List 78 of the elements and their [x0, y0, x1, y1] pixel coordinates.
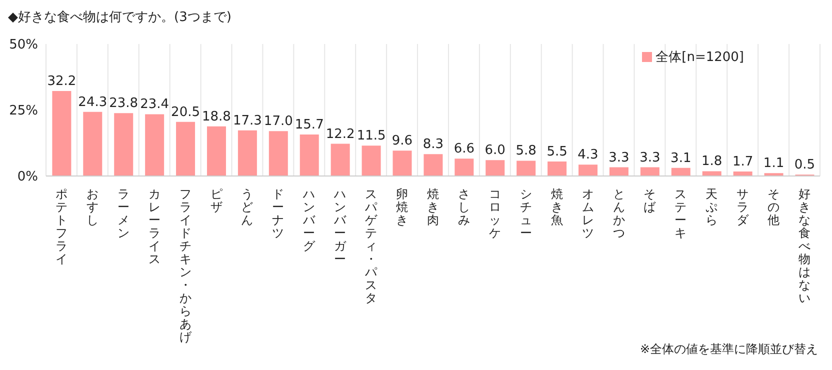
x-tick-label: オムレツ [582, 187, 594, 240]
x-tick-label: そば [644, 187, 657, 214]
x-tick-label: おすし [86, 187, 98, 227]
y-tick-label: 0% [17, 170, 38, 185]
bar [486, 160, 505, 176]
bar [268, 131, 288, 176]
bar [145, 114, 164, 176]
x-tick-label: ラーメン [117, 187, 130, 240]
bar [206, 126, 226, 176]
data-label: 24.3 [78, 94, 108, 110]
data-label: 0.5 [794, 158, 816, 173]
data-label: 11.5 [356, 128, 386, 144]
bar [83, 112, 102, 176]
data-label: 17.0 [264, 114, 293, 130]
x-tick-label: さしみ [458, 187, 470, 227]
data-label: 20.5 [171, 104, 200, 120]
x-tick-label: その他 [768, 187, 780, 227]
x-tick-label: 焼き肉 [427, 187, 439, 227]
data-label: 17.3 [232, 113, 262, 128]
bar [702, 171, 722, 176]
x-tick-label: ピザ [210, 187, 222, 214]
data-label: 5.5 [546, 144, 568, 160]
chart-title: ◆好きな食べ物は何ですか。(3つまで) [8, 9, 232, 26]
x-tick-label: コロッケ [488, 187, 501, 240]
data-label: 9.6 [392, 134, 413, 149]
x-tick-label: ポテトフライ [55, 187, 68, 266]
data-label: 3.3 [640, 150, 660, 166]
category-label: 好きな食べ物はない [798, 187, 811, 305]
bar [578, 164, 598, 176]
data-label: 6.6 [454, 142, 475, 157]
text: ※全体の値を基準に降順並び替え [640, 341, 818, 358]
x-tick-label: 卵焼き [396, 187, 408, 227]
data-label: 18.8 [202, 109, 231, 124]
x-tick-label: ステーキ [674, 187, 687, 240]
bar [424, 154, 443, 176]
bar [516, 160, 536, 176]
data-label: 1.7 [732, 154, 754, 170]
bar [114, 113, 134, 176]
x-tick-label: ドーナツ [272, 187, 284, 240]
x-tick-label: 天ぷら [706, 187, 718, 227]
data-label: 3.1 [670, 150, 692, 166]
data-label: 1.1 [763, 156, 784, 172]
bar [609, 167, 628, 176]
category-label: スパゲティ・パスタ [365, 187, 378, 305]
bar [362, 146, 381, 176]
bar [671, 168, 690, 176]
bar [52, 90, 72, 176]
data-label: 5.8 [516, 144, 536, 159]
bar [238, 130, 257, 176]
bar [640, 167, 660, 176]
x-tick-label: サラダ [736, 187, 750, 227]
bar [454, 158, 474, 176]
data-label: 8.3 [422, 137, 444, 152]
legend-label: 全体[n=1200] [656, 50, 744, 65]
bar [300, 134, 319, 176]
bar [330, 144, 350, 176]
data-label: 4.3 [578, 148, 598, 163]
x-tick-label: ハンバーグ [302, 187, 316, 253]
data-label: 23.4 [140, 97, 170, 112]
x-tick-label: シチュー [520, 187, 532, 240]
data-label: 3.3 [608, 150, 630, 166]
x-tick-label: とんかつ [612, 187, 625, 240]
x-tick-label: うどん [241, 187, 254, 227]
data-label: 1.8 [702, 154, 722, 170]
y-tick-label: 50% [9, 38, 38, 53]
data-label: 15.7 [294, 118, 324, 133]
data-label: 23.8 [109, 96, 138, 112]
y-tick-label: 25% [9, 104, 38, 119]
data-label: 32.2 [47, 74, 76, 89]
x-tick-label: カレーライス [148, 187, 160, 266]
data-label: 6.0 [484, 143, 506, 158]
bar [392, 150, 412, 176]
bar [548, 161, 567, 176]
category-label: フライドチキン・からあげ [179, 187, 192, 344]
x-tick-label: ハンバーガー [333, 187, 348, 266]
x-tick-label: 焼き魚 [550, 187, 563, 227]
bar [176, 122, 196, 176]
data-label: 12.2 [326, 126, 355, 142]
